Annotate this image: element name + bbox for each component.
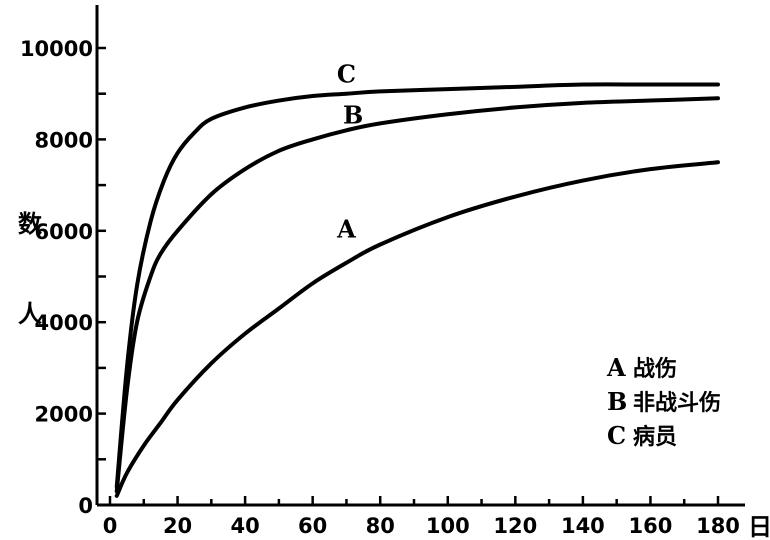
series-label-a: A	[336, 215, 356, 244]
y-tick-label: 8000	[35, 128, 93, 152]
y-tick-label: 2000	[35, 403, 93, 427]
x-tick-label: 160	[629, 514, 673, 538]
series-label-b: B	[343, 100, 363, 129]
series-curve-b	[114, 96, 720, 494]
x-axis-label: 日	[748, 513, 770, 540]
y-axis-label-2: 人	[18, 300, 42, 328]
x-tick-label: 80	[366, 514, 395, 538]
x-tick-label: 120	[493, 514, 537, 538]
legend-key-c: C	[607, 421, 626, 450]
x-tick-label: 60	[298, 514, 327, 538]
x-tick-label: 140	[561, 514, 605, 538]
legend-text-a: 战伤	[633, 357, 677, 382]
x-tick-label: 0	[103, 514, 118, 538]
x-tick-label: 20	[163, 514, 192, 538]
curves	[114, 82, 720, 498]
series-curve-c	[114, 82, 720, 489]
y-axis-label-1: 数	[18, 210, 43, 238]
legend: A 战伤B 非战斗伤 C 病员	[606, 353, 721, 450]
legend-text-b: 非战斗伤	[633, 391, 721, 416]
y-tick-label: 10000	[20, 37, 93, 61]
legend-text-c: 病员	[633, 424, 677, 450]
y-tick-label: 0	[78, 494, 93, 518]
legend-key-a: A	[606, 353, 626, 382]
y-tick-label: 4000	[35, 311, 93, 335]
series-label-c: C	[337, 59, 356, 88]
axes	[95, 5, 745, 507]
x-tick-label: 180	[696, 514, 740, 538]
x-tick-label: 40	[230, 514, 259, 538]
series-labels: CB A	[336, 59, 363, 243]
y-tick-label: 6000	[35, 220, 93, 244]
ticks: 0 20 40 60 80 100 120 140 160 180 0 2000 4000 6000 800…	[20, 37, 740, 538]
series-curve-a	[114, 160, 720, 498]
x-tick-label: 100	[426, 514, 470, 538]
legend-key-b: B	[607, 387, 627, 416]
